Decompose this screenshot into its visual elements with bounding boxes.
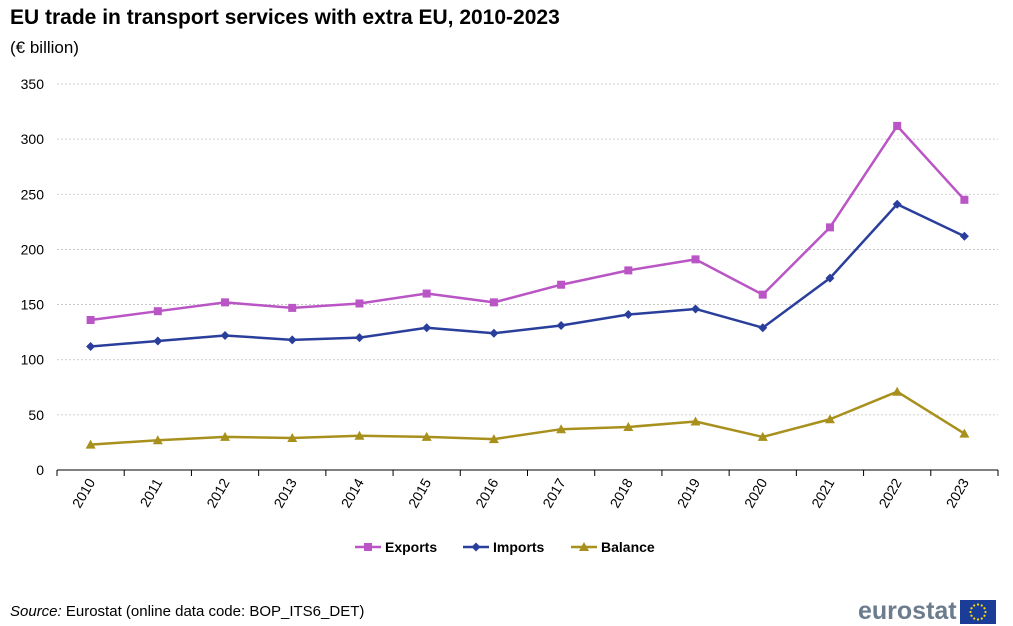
flag-star bbox=[983, 614, 986, 617]
x-tick-label: 2016 bbox=[472, 475, 502, 510]
x-tick-label: 2013 bbox=[270, 475, 300, 510]
x-tick-label: 2014 bbox=[338, 475, 368, 510]
data-point-balance bbox=[287, 433, 298, 443]
eu-flag-icon bbox=[959, 599, 996, 624]
chart-subtitle: (€ billion) bbox=[10, 38, 79, 57]
data-point-exports bbox=[86, 316, 95, 325]
data-point-exports bbox=[422, 289, 431, 298]
data-point-balance bbox=[892, 386, 903, 396]
data-point-balance bbox=[824, 414, 835, 424]
data-point-imports bbox=[220, 330, 230, 340]
legend-marker-balance bbox=[579, 542, 589, 551]
data-point-exports bbox=[758, 290, 767, 299]
eurostat-logo: eurostat bbox=[858, 597, 996, 626]
source-text: Eurostat (online data code: BOP_ITS6_DET… bbox=[61, 603, 365, 620]
data-point-imports bbox=[959, 231, 969, 241]
data-point-imports bbox=[556, 321, 566, 331]
y-tick-label: 100 bbox=[21, 352, 45, 368]
flag-star bbox=[976, 617, 979, 621]
x-tick-label: 2020 bbox=[741, 475, 771, 510]
legend-marker-imports bbox=[471, 542, 481, 552]
x-tick-label: 2015 bbox=[405, 475, 435, 510]
series-line-imports bbox=[90, 202, 965, 348]
y-tick-label: 0 bbox=[36, 462, 44, 478]
data-point-balance bbox=[690, 416, 701, 426]
y-tick-label: 300 bbox=[21, 131, 45, 147]
y-tick-label: 250 bbox=[21, 186, 45, 202]
flag-star bbox=[972, 603, 975, 607]
data-point-imports bbox=[825, 273, 835, 283]
data-point-imports bbox=[86, 341, 96, 351]
x-tick-label: 2021 bbox=[808, 475, 838, 510]
flag-star bbox=[980, 603, 983, 607]
data-point-exports bbox=[691, 255, 700, 264]
data-point-exports bbox=[221, 298, 230, 307]
data-point-imports bbox=[489, 328, 499, 338]
x-tick-label: 2018 bbox=[606, 475, 636, 510]
data-point-balance bbox=[488, 434, 499, 444]
x-tick-label: 2023 bbox=[943, 475, 973, 510]
flag-star bbox=[969, 610, 972, 613]
data-point-exports bbox=[557, 280, 566, 289]
data-point-balance bbox=[757, 431, 768, 441]
data-point-imports bbox=[287, 335, 297, 345]
legend-label-balance: Balance bbox=[601, 539, 655, 555]
legend-label-exports: Exports bbox=[385, 539, 437, 555]
data-point-balance bbox=[556, 424, 567, 434]
x-tick-label: 2012 bbox=[203, 475, 233, 510]
source-note: Source: Eurostat (online data code: BOP_… bbox=[10, 603, 364, 620]
x-tick-label: 2017 bbox=[539, 475, 569, 510]
source-label: Source: bbox=[10, 603, 62, 620]
data-point-exports bbox=[960, 195, 969, 204]
data-point-balance bbox=[421, 431, 432, 441]
data-point-imports bbox=[892, 199, 902, 209]
flag-star bbox=[984, 610, 987, 613]
data-point-imports bbox=[691, 304, 701, 314]
data-point-balance bbox=[152, 435, 163, 445]
y-tick-label: 200 bbox=[21, 241, 45, 257]
x-tick-label: 2010 bbox=[69, 475, 99, 510]
data-point-balance bbox=[85, 439, 96, 449]
flag-star bbox=[983, 606, 986, 609]
y-tick-label: 150 bbox=[21, 297, 45, 313]
data-point-exports bbox=[288, 303, 297, 312]
data-point-balance bbox=[623, 421, 634, 431]
legend-marker-exports bbox=[364, 543, 372, 551]
series-line-exports bbox=[90, 124, 966, 322]
data-point-exports bbox=[893, 121, 902, 130]
data-point-exports bbox=[355, 299, 364, 308]
data-point-imports bbox=[153, 336, 163, 346]
data-point-imports bbox=[623, 309, 633, 319]
data-point-exports bbox=[825, 223, 834, 232]
data-point-balance bbox=[959, 428, 970, 438]
chart-title: EU trade in transport services with extr… bbox=[10, 6, 560, 29]
logo-text: eurostat bbox=[858, 597, 957, 625]
legend-label-imports: Imports bbox=[493, 539, 545, 555]
data-point-imports bbox=[758, 323, 768, 333]
y-tick-label: 50 bbox=[28, 407, 44, 423]
flag-star bbox=[970, 606, 973, 609]
y-tick-label: 350 bbox=[21, 76, 45, 92]
data-point-imports bbox=[354, 333, 364, 343]
data-point-balance bbox=[220, 431, 231, 441]
data-point-exports bbox=[489, 298, 498, 307]
data-point-imports bbox=[422, 323, 432, 333]
x-tick-label: 2022 bbox=[875, 475, 905, 510]
flag-star bbox=[970, 614, 973, 617]
data-point-balance bbox=[354, 430, 365, 440]
flag-star bbox=[972, 616, 975, 620]
flag-star bbox=[980, 616, 983, 620]
data-point-exports bbox=[624, 266, 633, 275]
x-tick-label: 2019 bbox=[674, 475, 704, 510]
data-point-exports bbox=[153, 307, 162, 316]
x-tick-label: 2011 bbox=[137, 475, 166, 509]
series-line-balance bbox=[90, 390, 966, 446]
flag-star bbox=[976, 602, 979, 606]
